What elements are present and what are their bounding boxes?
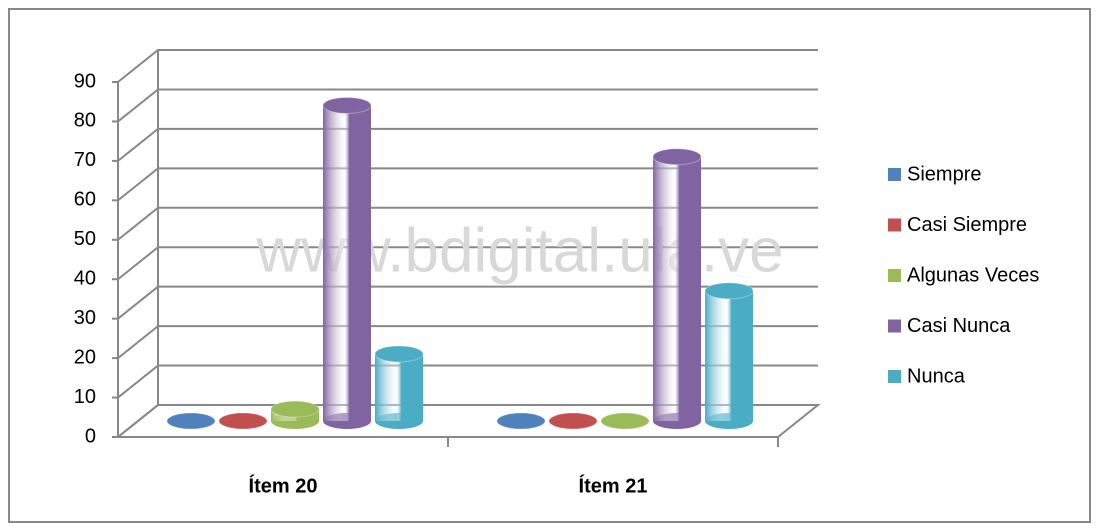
legend-swatch — [888, 269, 901, 282]
bar — [496, 412, 546, 430]
bar — [600, 412, 650, 430]
bar-body — [653, 156, 701, 421]
y-tick-label: 80 — [74, 110, 96, 132]
x-tick-label: Ítem 21 — [579, 474, 648, 497]
legend-swatch — [888, 370, 901, 383]
legend-swatch — [888, 168, 901, 181]
legend-swatch — [888, 218, 901, 232]
bar — [270, 400, 320, 429]
y-tick-label: 10 — [74, 386, 96, 408]
bar — [652, 148, 702, 429]
legend-label: Algunas Veces — [907, 264, 1039, 286]
legend-label: Casi Nunca — [907, 315, 1011, 337]
legend-label: Nunca — [907, 365, 966, 387]
y-tick-label: 20 — [74, 346, 96, 368]
legend-label: Siempre — [907, 163, 981, 185]
y-tick-label: 40 — [74, 268, 96, 290]
bar — [374, 345, 424, 429]
bar — [704, 282, 754, 429]
y-tick-label: 70 — [74, 149, 96, 171]
bar-top — [548, 412, 598, 430]
bar — [548, 412, 598, 430]
bar-top — [496, 412, 546, 430]
bar — [166, 412, 216, 430]
bar-top — [218, 412, 268, 430]
bar-top — [270, 400, 320, 418]
bar-top — [600, 412, 650, 430]
y-tick-label: 50 — [74, 228, 96, 250]
bar — [322, 96, 372, 429]
bar-top — [322, 96, 372, 114]
bar-body — [705, 290, 753, 421]
y-tick-label: 0 — [85, 425, 96, 447]
bar-body — [323, 105, 371, 421]
y-tick-label: 90 — [74, 70, 96, 92]
legend-swatch — [888, 319, 901, 333]
bar-top — [374, 345, 424, 363]
bar — [218, 412, 268, 430]
bar-top — [652, 148, 702, 166]
x-tick-label: Ítem 20 — [249, 474, 318, 497]
bar-top — [166, 412, 216, 430]
bar-body — [375, 353, 423, 421]
y-tick-label: 60 — [74, 189, 96, 211]
y-tick-label: 30 — [74, 307, 96, 329]
legend-label: Casi Siempre — [907, 214, 1027, 236]
bar-top — [704, 282, 754, 300]
